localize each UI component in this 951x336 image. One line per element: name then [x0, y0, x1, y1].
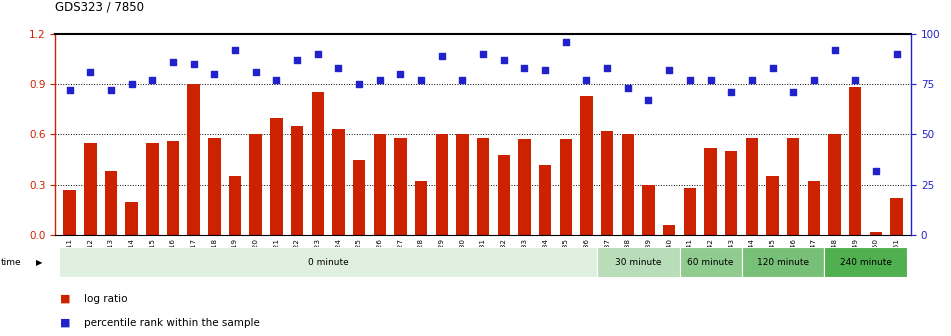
Bar [622, 134, 634, 235]
Text: GDS323 / 7850: GDS323 / 7850 [55, 0, 145, 13]
Bar [663, 225, 675, 235]
Point [537, 67, 553, 73]
Bar [105, 171, 117, 235]
Point [786, 89, 801, 95]
Bar [559, 139, 572, 235]
Bar [787, 138, 800, 235]
Bar [705, 148, 717, 235]
Point [104, 87, 119, 93]
Point [682, 77, 697, 83]
Point [827, 47, 843, 52]
Point [227, 47, 243, 52]
Bar [291, 126, 303, 235]
Bar [476, 138, 490, 235]
Bar [601, 131, 613, 235]
Bar [312, 92, 324, 235]
Text: ▶: ▶ [36, 258, 43, 266]
Bar [767, 176, 779, 235]
Bar [59, 247, 597, 277]
Point [186, 61, 202, 67]
Point [496, 57, 512, 62]
Bar [395, 138, 407, 235]
Point [868, 168, 883, 173]
Bar [84, 143, 96, 235]
Text: 0 minute: 0 minute [308, 258, 348, 266]
Text: 30 minute: 30 minute [615, 258, 661, 266]
Text: ■: ■ [60, 318, 70, 328]
Bar [166, 141, 179, 235]
Text: time: time [1, 258, 22, 266]
Point [310, 51, 325, 56]
Text: ■: ■ [60, 294, 70, 304]
Bar [270, 118, 282, 235]
Bar [849, 87, 862, 235]
Text: 120 minute: 120 minute [757, 258, 809, 266]
Point [847, 77, 863, 83]
Point [889, 51, 904, 56]
Bar [890, 198, 902, 235]
Bar [332, 129, 344, 235]
Point [393, 71, 408, 77]
Bar [518, 139, 531, 235]
Bar [825, 247, 907, 277]
Point [724, 89, 739, 95]
Bar [580, 96, 592, 235]
Bar [229, 176, 242, 235]
Point [269, 77, 284, 83]
Point [331, 65, 346, 71]
Bar [456, 134, 469, 235]
Point [165, 59, 181, 65]
Bar [187, 84, 200, 235]
Point [62, 87, 77, 93]
Point [599, 65, 614, 71]
Bar [249, 134, 262, 235]
Point [455, 77, 470, 83]
Text: 240 minute: 240 minute [840, 258, 892, 266]
Point [703, 77, 718, 83]
Point [806, 77, 822, 83]
Point [372, 77, 387, 83]
Point [516, 65, 532, 71]
Bar [746, 138, 758, 235]
Point [124, 81, 139, 87]
Point [145, 77, 160, 83]
Point [83, 69, 98, 75]
Point [289, 57, 304, 62]
Point [206, 71, 222, 77]
Bar [680, 247, 742, 277]
Text: percentile rank within the sample: percentile rank within the sample [84, 318, 260, 328]
Point [579, 77, 594, 83]
Bar [742, 247, 825, 277]
Bar [353, 160, 365, 235]
Bar [146, 143, 159, 235]
Point [662, 67, 677, 73]
Bar [684, 188, 696, 235]
Point [435, 53, 450, 58]
Bar [415, 181, 427, 235]
Bar [642, 185, 654, 235]
Bar [126, 202, 138, 235]
Bar [374, 134, 386, 235]
Point [641, 97, 656, 103]
Point [476, 51, 491, 56]
Bar [807, 181, 820, 235]
Point [745, 77, 760, 83]
Point [558, 39, 573, 44]
Bar [870, 232, 883, 235]
Text: 60 minute: 60 minute [688, 258, 734, 266]
Text: log ratio: log ratio [84, 294, 127, 304]
Bar [828, 134, 841, 235]
Point [620, 85, 635, 91]
Point [414, 77, 429, 83]
Bar [64, 190, 76, 235]
Point [248, 69, 263, 75]
Bar [208, 138, 221, 235]
Bar [436, 134, 448, 235]
Bar [597, 247, 680, 277]
Point [352, 81, 367, 87]
Point [765, 65, 780, 71]
Bar [497, 155, 510, 235]
Bar [725, 151, 737, 235]
Bar [539, 165, 552, 235]
